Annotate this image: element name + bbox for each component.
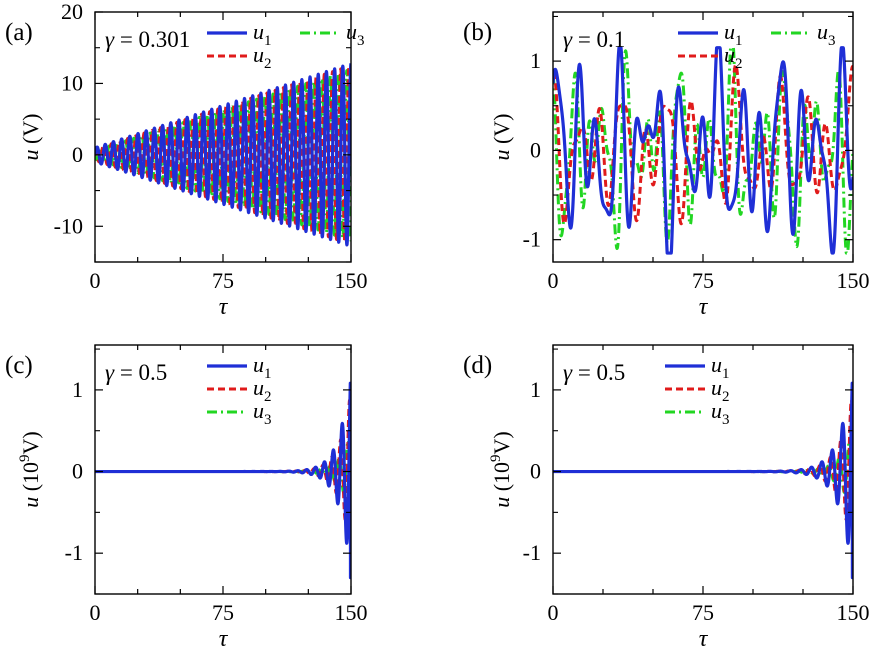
series-line-u1 bbox=[95, 62, 351, 247]
legend-label: u1 bbox=[253, 352, 272, 382]
legend-label: u3 bbox=[346, 19, 365, 49]
legend-entry-u1: u1 bbox=[665, 352, 730, 382]
legend-entry-u1: u1 bbox=[678, 19, 743, 49]
x-axis-label: τ bbox=[219, 294, 229, 320]
y-tick-label: 1 bbox=[530, 377, 541, 402]
panel-label: (a) bbox=[5, 19, 33, 46]
series-group bbox=[553, 46, 853, 255]
y-tick-label: 10 bbox=[61, 70, 83, 95]
y-tick-label: 0 bbox=[530, 459, 541, 484]
y-axis-label: u (V) bbox=[489, 113, 514, 160]
gamma-annotation: γ = 0.5 bbox=[105, 360, 167, 385]
panel-label: (c) bbox=[5, 352, 33, 379]
legend-entry-u1: u1 bbox=[207, 352, 272, 382]
legend-entry-u2: u2 bbox=[665, 375, 730, 405]
y-axis-label: u (109V) bbox=[17, 431, 43, 508]
x-tick-label: 150 bbox=[837, 600, 870, 625]
x-axis-label: τ bbox=[699, 626, 709, 652]
legend-label: u3 bbox=[817, 19, 836, 49]
x-tick-label: 150 bbox=[335, 268, 368, 293]
legend-label: u2 bbox=[253, 42, 272, 72]
gamma-annotation: γ = 0.5 bbox=[563, 360, 625, 385]
legend-label: u2 bbox=[253, 375, 272, 405]
y-tick-label: -1 bbox=[523, 227, 541, 252]
legend-entry-u3: u3 bbox=[207, 398, 272, 428]
x-tick-label: 0 bbox=[548, 268, 559, 293]
series-line-u1 bbox=[553, 46, 853, 255]
panel-label: (d) bbox=[463, 352, 492, 379]
series-group bbox=[95, 381, 351, 580]
legend-entry-u3: u3 bbox=[771, 19, 836, 49]
y-tick-label: 20 bbox=[61, 0, 83, 24]
legend-entry-u2: u2 bbox=[207, 375, 272, 405]
x-axis-label: τ bbox=[219, 626, 229, 652]
y-tick-label: -1 bbox=[523, 540, 541, 565]
legend-label: u2 bbox=[711, 375, 730, 405]
legend-entry-u2: u2 bbox=[207, 42, 272, 72]
x-tick-label: 75 bbox=[692, 600, 714, 625]
series-line-u1 bbox=[553, 381, 853, 580]
y-tick-label: 1 bbox=[72, 377, 83, 402]
legend-entry-u3: u3 bbox=[665, 398, 730, 428]
legend-entry-u2: u2 bbox=[678, 42, 743, 72]
x-tick-label: 75 bbox=[692, 268, 714, 293]
legend-label: u1 bbox=[253, 19, 272, 49]
y-tick-label: 0 bbox=[530, 137, 541, 162]
y-tick-label: 1 bbox=[530, 48, 541, 73]
x-tick-label: 0 bbox=[90, 268, 101, 293]
y-tick-label: -10 bbox=[54, 213, 83, 238]
x-tick-label: 150 bbox=[335, 600, 368, 625]
x-axis-label: τ bbox=[699, 294, 709, 320]
x-tick-label: 75 bbox=[212, 600, 234, 625]
series-group bbox=[553, 381, 853, 580]
y-axis-label: u (109V) bbox=[488, 431, 514, 508]
series-line-u1 bbox=[95, 381, 351, 580]
y-tick-label: 0 bbox=[72, 459, 83, 484]
x-tick-label: 150 bbox=[837, 268, 870, 293]
legend-label: u3 bbox=[711, 398, 730, 428]
legend-label: u2 bbox=[724, 42, 743, 72]
series-line-u2 bbox=[553, 63, 853, 226]
legend-label: u1 bbox=[724, 19, 743, 49]
series-group bbox=[95, 62, 351, 247]
x-tick-label: 75 bbox=[212, 268, 234, 293]
gamma-annotation: γ = 0.1 bbox=[563, 27, 625, 52]
y-tick-label: 0 bbox=[72, 142, 83, 167]
x-tick-label: 0 bbox=[90, 600, 101, 625]
x-tick-label: 0 bbox=[548, 600, 559, 625]
series-line-u3 bbox=[553, 438, 853, 496]
legend-entry-u1: u1 bbox=[207, 19, 272, 49]
y-axis-label: u (V) bbox=[18, 113, 43, 160]
gamma-annotation: γ = 0.301 bbox=[105, 27, 190, 52]
legend-label: u3 bbox=[253, 398, 272, 428]
legend-label: u1 bbox=[711, 352, 730, 382]
legend-entry-u3: u3 bbox=[300, 19, 365, 49]
y-tick-label: -1 bbox=[65, 540, 83, 565]
panel-label: (b) bbox=[463, 19, 492, 46]
series-line-u2 bbox=[95, 398, 351, 521]
series-line-u2 bbox=[553, 398, 853, 521]
